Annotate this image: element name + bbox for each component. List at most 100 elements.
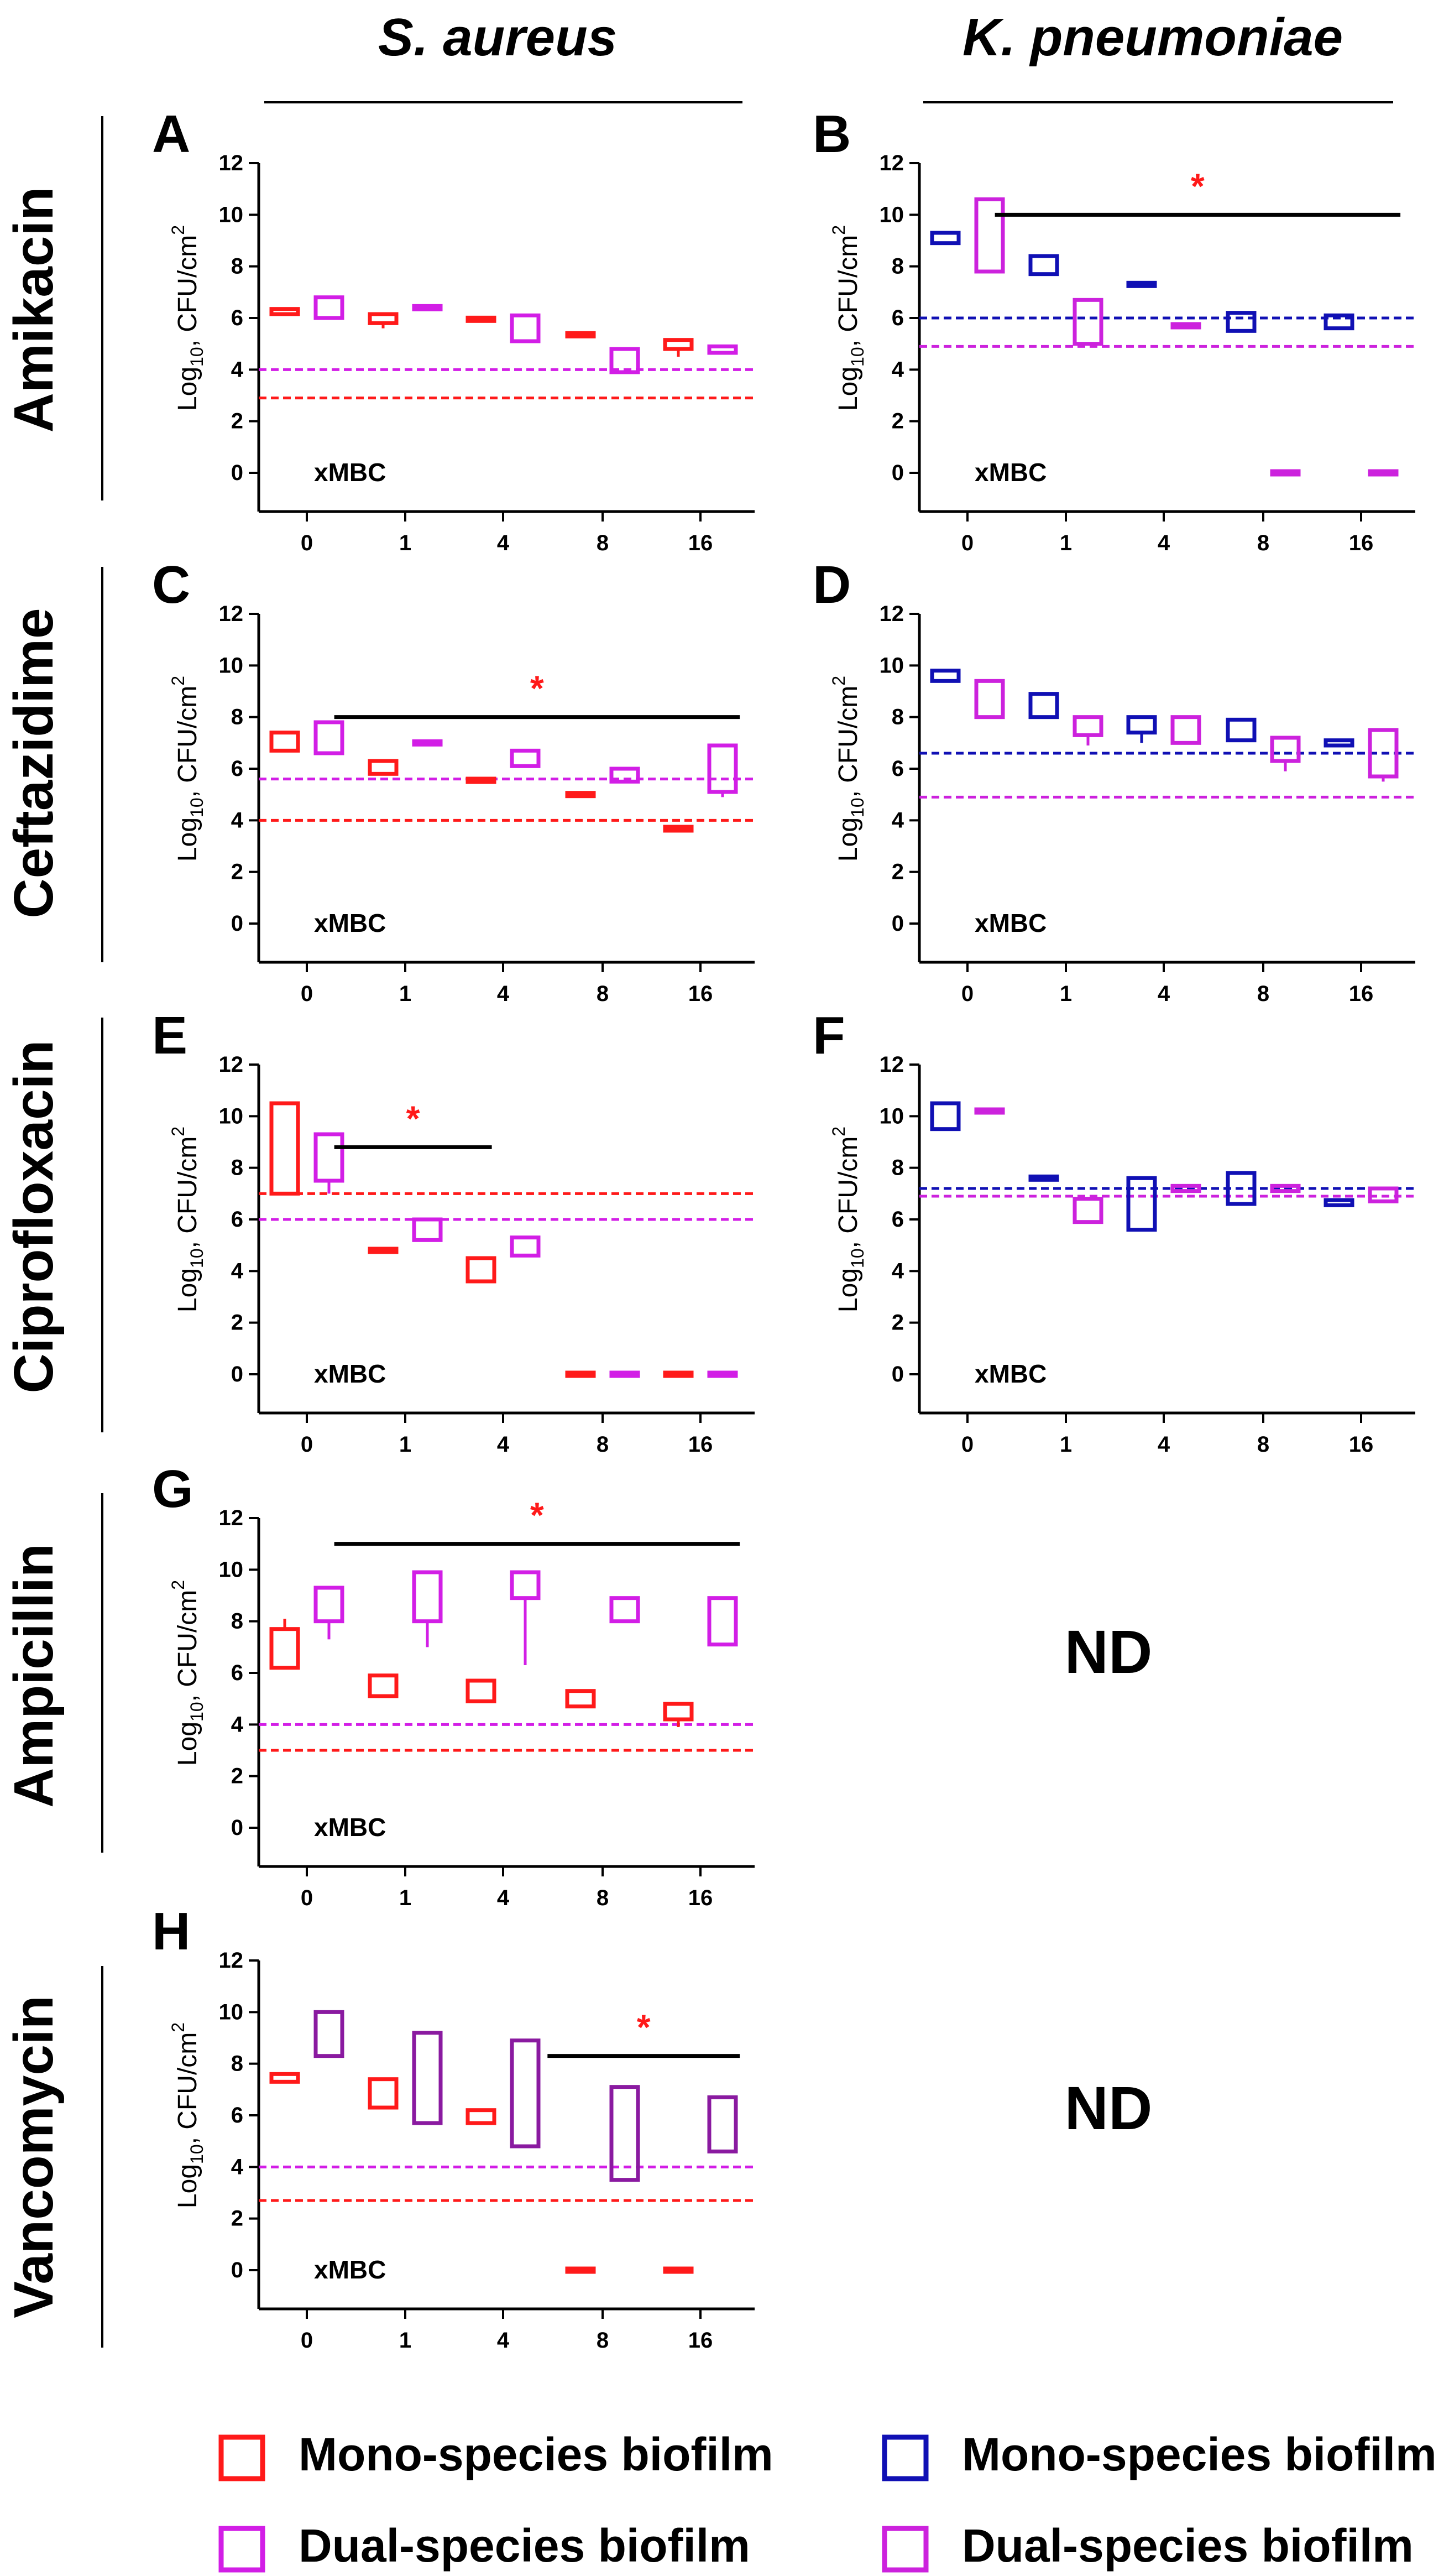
- column-headers: S. aureus K. pneumoniae: [264, 8, 1393, 103]
- y-axis-label: Log10, CFU/cm2: [168, 1580, 207, 1766]
- x-tick-label: 0: [301, 531, 313, 555]
- box-plot: [609, 2085, 640, 2182]
- box-plot: [1126, 280, 1157, 288]
- y-tick-label: 6: [231, 1207, 243, 1232]
- y-tick-label: 2: [231, 1764, 243, 1788]
- y-tick-label: 4: [231, 357, 244, 382]
- y-tick-label: 2: [231, 1311, 243, 1335]
- legend-label: Dual-species biofilm: [962, 2520, 1414, 2572]
- box-plot: [1368, 1186, 1399, 1203]
- box-plot: [465, 2108, 496, 2125]
- box-plot: [465, 315, 496, 323]
- nd-label: ND: [1065, 1618, 1153, 1686]
- box-plot: [412, 1217, 443, 1242]
- box: [510, 313, 541, 343]
- y-tick-label: 6: [231, 1661, 243, 1685]
- x-tick-label: 1: [399, 982, 411, 1006]
- box: [707, 1370, 738, 1378]
- y-tick-label: 0: [892, 911, 904, 936]
- box-plot: [1170, 322, 1201, 330]
- box-plot: [412, 304, 443, 311]
- y-tick-label: 8: [231, 1156, 243, 1180]
- y-axis-label: Log10, CFU/cm2: [168, 2022, 207, 2208]
- y-tick-label: 12: [880, 602, 904, 626]
- box-plot: [1126, 715, 1157, 743]
- panel-letter: E: [152, 1006, 187, 1065]
- box-plot: [1270, 736, 1301, 771]
- column-title-kp: K. pneumoniae: [962, 8, 1343, 67]
- box-plot: [1170, 715, 1201, 745]
- significance-star: *: [1191, 166, 1205, 206]
- box: [412, 1570, 443, 1624]
- box: [368, 312, 399, 325]
- legend-label: Dual-species biofilm: [299, 2520, 750, 2572]
- y-tick-label: 8: [231, 2052, 243, 2076]
- y-tick-label: 8: [892, 254, 904, 279]
- x-tick-label: 4: [1158, 531, 1170, 555]
- y-label-sub: 10: [187, 2144, 207, 2164]
- box: [930, 669, 961, 683]
- box: [1226, 1171, 1257, 1206]
- legend-swatch: [882, 2526, 929, 2573]
- box: [313, 295, 344, 320]
- legend-item-sa-mono: Mono-species biofilm: [218, 2428, 773, 2481]
- box-plot: [412, 1570, 443, 1647]
- box: [1324, 1198, 1354, 1207]
- box: [269, 731, 300, 753]
- legend-label: Mono-species biofilm: [299, 2428, 773, 2480]
- significance-star: *: [637, 2007, 651, 2047]
- series-dual: [313, 2010, 738, 2182]
- box-plot: [269, 1101, 300, 1196]
- y-tick-label: 6: [231, 2103, 243, 2127]
- y-label-rest: , CFU/cm: [173, 686, 202, 798]
- series-dual: [313, 1132, 738, 1378]
- box-plot: [313, 295, 344, 320]
- y-tick-label: 4: [892, 357, 904, 382]
- y-label-sub: 10: [848, 797, 867, 817]
- box: [1368, 728, 1399, 779]
- x-axis-label: xMBC: [975, 458, 1047, 487]
- series-mono: [269, 1619, 694, 1727]
- x-tick-label: 4: [497, 1886, 510, 1910]
- legend-swatch: [218, 2434, 265, 2481]
- y-tick-label: 4: [231, 1259, 244, 1283]
- box-plot: [707, 2095, 738, 2153]
- box-plot: [368, 2077, 399, 2110]
- y-label-rest: , CFU/cm: [173, 1590, 202, 1702]
- x-tick-label: 0: [961, 982, 974, 1006]
- y-axis-label: Log10, CFU/cm2: [168, 1127, 207, 1312]
- box: [510, 748, 541, 768]
- box: [609, 2085, 640, 2182]
- y-label-main: Log: [834, 367, 863, 411]
- box-plot: [1324, 313, 1354, 331]
- box-plot: [1270, 469, 1301, 477]
- box-plot: [269, 307, 300, 316]
- x-tick-label: 8: [1257, 1432, 1269, 1457]
- x-tick-label: 1: [1060, 531, 1072, 555]
- row-label-ciprofloxacin: Ciprofloxacin: [3, 1040, 65, 1394]
- box: [663, 825, 694, 833]
- box: [1324, 313, 1354, 331]
- box-plot: [368, 1673, 399, 1698]
- x-tick-label: 16: [688, 2328, 713, 2353]
- x-tick-label: 0: [301, 982, 313, 1006]
- box-plot: [974, 679, 1005, 719]
- box-plot: [609, 1596, 640, 1624]
- box-plot: [465, 1678, 496, 1703]
- box: [609, 766, 640, 784]
- legend-item-kp-dual: Dual-species biofilm: [882, 2520, 1414, 2573]
- box-plot: [412, 739, 443, 747]
- y-tick-label: 10: [880, 653, 904, 677]
- y-axis-label: Log10, CFU/cm2: [829, 676, 867, 862]
- box: [1073, 715, 1103, 737]
- box-plot: [707, 344, 738, 355]
- y-label-rest: , CFU/cm: [173, 2032, 202, 2145]
- box-plot: [510, 313, 541, 343]
- box: [510, 1235, 541, 1258]
- box: [510, 2038, 541, 2149]
- y-label-sup: 2: [829, 676, 849, 686]
- y-label-sup: 2: [168, 1127, 188, 1136]
